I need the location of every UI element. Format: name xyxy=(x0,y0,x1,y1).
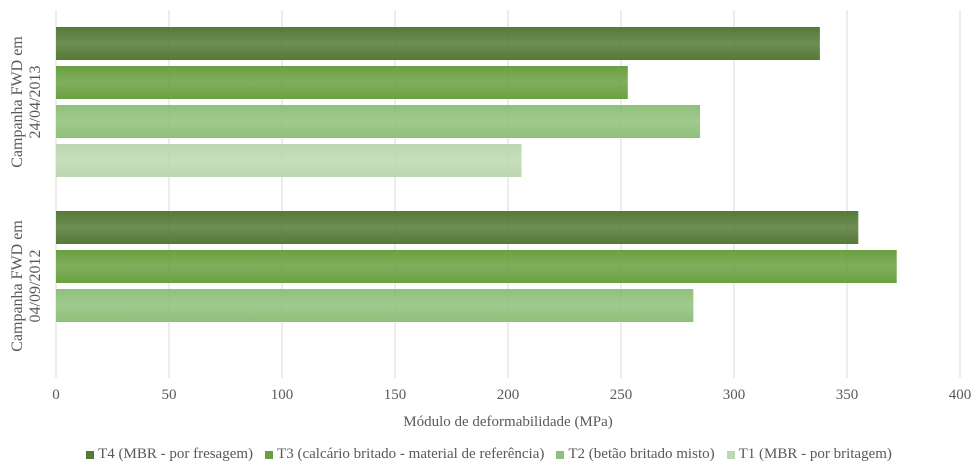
x-tick-label: 150 xyxy=(384,387,407,403)
legend-label: T2 (betão britado misto) xyxy=(568,446,715,462)
legend-label: T1 (MBR - por britagem) xyxy=(738,446,892,462)
category-label: Campanha FWD em04/09/2012 xyxy=(9,220,44,352)
legend-item: T4 (MBR - por fresagem) xyxy=(86,446,253,463)
bar-2-1 xyxy=(56,66,628,99)
bar-3-2 xyxy=(56,289,694,322)
legend-label: T4 (MBR - por fresagem) xyxy=(98,446,254,462)
category-label: Campanha FWD em24/04/2013 xyxy=(9,36,44,168)
gridlines xyxy=(55,10,961,378)
legend-swatch xyxy=(265,450,274,459)
legend-swatch xyxy=(86,450,95,459)
legend-label: T3 (calcário britado - material de refer… xyxy=(277,446,545,462)
x-tick-label: 250 xyxy=(610,387,633,403)
bar-1-2 xyxy=(56,211,859,244)
bar-2-2 xyxy=(56,250,897,283)
x-tick-label: 200 xyxy=(497,387,520,403)
legend-item: T2 (betão britado misto) xyxy=(556,446,715,463)
x-tick-label: 0 xyxy=(52,387,60,403)
legend-swatch xyxy=(726,450,735,459)
axes: 0 50 100 150 200 250 300 350 400 Campanha FWD em2… xyxy=(9,36,971,403)
legend-swatch xyxy=(556,450,565,459)
bar-1-1 xyxy=(56,27,820,60)
bar-4-1 xyxy=(56,144,522,177)
x-tick-label: 300 xyxy=(723,387,746,403)
bar-3-1 xyxy=(56,105,701,138)
x-tick-label: 400 xyxy=(949,387,972,403)
x-tick-label: 100 xyxy=(271,387,294,403)
bars xyxy=(56,27,897,322)
x-tick-label: 350 xyxy=(836,387,859,403)
legend-item: T1 (MBR - por britagem) xyxy=(726,446,892,463)
x-axis-title: Módulo de deformabilidade (MPa) xyxy=(403,414,613,430)
legend: T4 (MBR - por fresagem) T3 (calcário brit… xyxy=(0,446,978,463)
legend-item: T3 (calcário britado - material de refer… xyxy=(265,446,544,463)
x-tick-label: 50 xyxy=(162,387,177,403)
